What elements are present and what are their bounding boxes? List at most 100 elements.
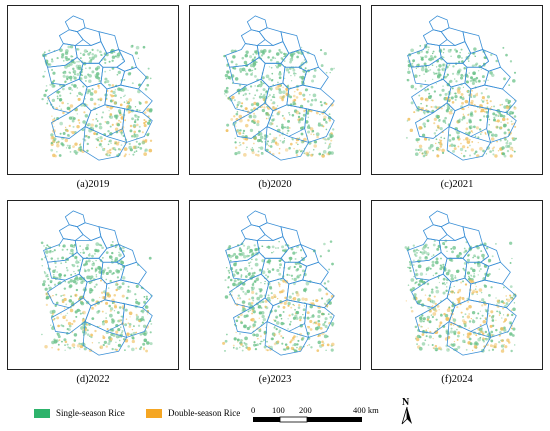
single-season-rice-dot	[450, 55, 452, 57]
double-season-rice-dot	[480, 108, 485, 113]
single-season-rice-dot	[296, 55, 299, 59]
double-season-rice-dot	[99, 279, 103, 282]
single-season-rice-dot	[260, 81, 263, 84]
double-season-rice-dot	[471, 349, 474, 352]
single-season-rice-dot	[450, 108, 453, 112]
single-season-rice-dot	[60, 262, 63, 265]
single-season-rice-dot	[300, 117, 304, 121]
map-panel-2023	[189, 200, 361, 370]
single-season-rice-dot	[431, 52, 434, 55]
double-season-rice-dot	[119, 103, 123, 107]
single-season-rice-dot	[481, 100, 485, 103]
single-season-rice-dot	[431, 263, 435, 267]
region-boundary	[84, 299, 126, 332]
single-season-rice-dot	[491, 319, 495, 322]
single-season-rice-dot	[435, 72, 438, 75]
single-season-rice-dot	[425, 104, 428, 107]
single-season-rice-dot	[435, 286, 438, 289]
single-season-rice-dot	[264, 280, 266, 283]
single-season-rice-dot	[105, 251, 109, 254]
single-season-rice-dot	[328, 298, 331, 301]
single-season-rice-dot	[114, 94, 117, 98]
single-season-rice-dot	[59, 48, 63, 53]
single-season-rice-dot	[66, 269, 69, 272]
double-season-rice-dot	[489, 324, 493, 328]
double-season-rice-dot	[485, 133, 487, 135]
single-season-rice-dot	[234, 121, 237, 124]
single-season-rice-dot	[291, 114, 295, 117]
double-season-rice-dot	[136, 123, 139, 127]
single-season-rice-dot	[60, 324, 63, 327]
single-season-rice-dot	[485, 153, 488, 155]
double-season-rice-dot	[497, 114, 500, 116]
double-season-rice-dot	[464, 99, 469, 104]
double-season-rice-dot	[71, 343, 76, 347]
double-season-rice-dot	[290, 339, 293, 342]
single-season-rice-dot	[508, 84, 511, 87]
single-season-rice-dot	[410, 48, 414, 53]
double-season-rice-dot	[138, 319, 141, 323]
single-season-rice-dot	[408, 266, 412, 270]
single-season-rice-dot	[404, 246, 408, 249]
double-season-rice-dot	[252, 142, 255, 145]
double-season-rice-dot	[421, 333, 425, 336]
single-season-rice-dot	[441, 67, 446, 72]
single-season-rice-dot	[260, 340, 263, 343]
double-season-rice-dot	[271, 102, 273, 105]
single-season-rice-dot	[480, 92, 483, 95]
single-season-rice-dot	[424, 243, 428, 247]
single-season-rice-dot	[69, 92, 72, 95]
single-season-rice-dot	[435, 257, 439, 261]
single-season-rice-dot	[87, 253, 91, 257]
single-season-rice-dot	[73, 84, 77, 88]
single-season-rice-dot	[500, 344, 505, 348]
single-season-rice-dot	[491, 348, 495, 351]
double-season-rice-dot	[248, 298, 251, 301]
double-season-rice-dot	[486, 102, 489, 105]
single-season-rice-dot	[239, 297, 242, 300]
single-season-rice-dot	[61, 87, 65, 91]
single-season-rice-dot	[311, 153, 314, 156]
single-season-rice-dot	[45, 250, 49, 254]
single-season-rice-dot	[292, 344, 294, 346]
single-season-rice-dot	[257, 150, 260, 153]
single-season-rice-dot	[51, 68, 54, 71]
double-season-rice-dot	[502, 320, 505, 323]
single-season-rice-dot	[432, 254, 435, 257]
single-season-rice-dot	[116, 311, 120, 314]
double-season-rice-dot	[296, 293, 300, 297]
single-season-rice-dot	[495, 297, 497, 299]
double-season-rice-dot	[441, 148, 445, 153]
single-season-rice-dot	[511, 112, 514, 115]
single-season-rice-dot	[261, 321, 265, 324]
single-season-rice-dot	[420, 289, 423, 291]
single-season-rice-dot	[240, 105, 243, 108]
single-season-rice-dot	[56, 332, 59, 335]
single-season-rice-dot	[474, 341, 478, 345]
single-season-rice-dot	[227, 269, 230, 272]
double-season-rice-dot	[453, 147, 457, 151]
single-season-rice-dot	[62, 132, 66, 135]
single-season-rice-dot	[448, 306, 451, 308]
single-season-rice-dot	[299, 150, 302, 153]
double-season-rice-dot	[461, 296, 465, 300]
single-season-rice-dot	[137, 57, 140, 60]
region-boundary	[122, 108, 153, 143]
single-season-rice-dot	[319, 113, 321, 116]
single-season-rice-dot	[468, 337, 472, 341]
single-season-rice-dot	[267, 260, 271, 263]
single-season-rice-dot	[61, 256, 65, 260]
single-season-rice-dot	[505, 144, 509, 149]
single-season-rice-dot	[323, 282, 327, 285]
single-season-rice-dot	[474, 55, 477, 58]
single-season-rice-dot	[96, 249, 100, 253]
single-season-rice-dot	[305, 281, 310, 286]
single-season-rice-dot	[477, 70, 480, 72]
single-season-rice-dot	[412, 264, 415, 266]
double-season-rice-dot	[280, 335, 283, 338]
single-season-rice-dot	[489, 150, 492, 153]
single-season-rice-dot	[84, 262, 88, 266]
single-season-rice-dot	[499, 139, 502, 142]
single-season-rice-dot	[110, 244, 113, 246]
single-season-rice-dot	[62, 244, 66, 248]
